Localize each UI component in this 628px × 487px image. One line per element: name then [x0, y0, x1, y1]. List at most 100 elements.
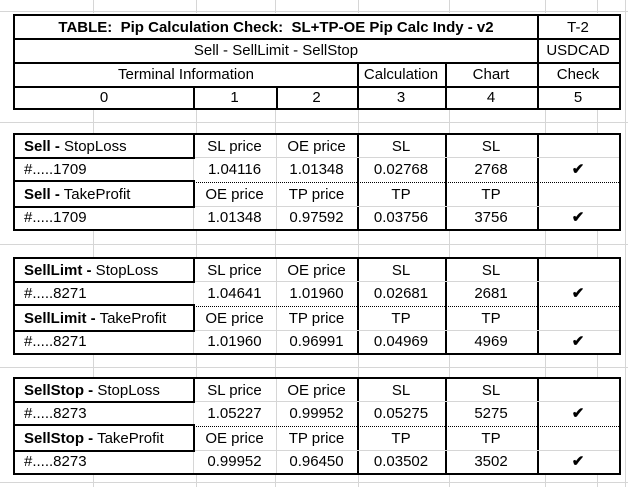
price-header-cell[interactable]: OE price	[205, 185, 264, 203]
gridline-band-bottom	[0, 475, 628, 487]
order-number-cell[interactable]: #.....8273	[24, 405, 87, 422]
calc-value-cell[interactable]: 0.03502	[373, 453, 429, 470]
price-cell[interactable]: 1.01960	[207, 333, 262, 350]
column-number-cell[interactable]: 2	[312, 88, 321, 106]
price-cell[interactable]: 1.01960	[289, 285, 344, 302]
calc-header-cell[interactable]: TP	[391, 429, 411, 447]
price-header-cell[interactable]: OE price	[287, 261, 346, 279]
order-number-cell[interactable]: #.....1709	[24, 161, 87, 178]
trade-label-cell[interactable]: Sell - TakeProfit	[24, 185, 131, 203]
trade-label-rest: TakeProfit	[95, 309, 167, 327]
price-header-cell[interactable]: TP price	[288, 309, 345, 327]
chart-header-cell[interactable]: SL	[481, 137, 501, 155]
calc-value-cell[interactable]: 0.02768	[373, 161, 429, 178]
calc-header-cell[interactable]: TP	[391, 185, 411, 203]
chart-value-cell[interactable]: 5275	[474, 405, 508, 422]
column-number-cell[interactable]: 3	[396, 88, 406, 106]
price-cell[interactable]: 1.01348	[289, 161, 344, 178]
dotted-row-divider	[193, 182, 619, 183]
price-header-cell[interactable]: SL price	[207, 137, 262, 155]
order-number-cell[interactable]: #.....8273	[24, 453, 87, 470]
order-number-cell[interactable]: #.....8271	[24, 285, 87, 302]
price-header-cell[interactable]: OE price	[287, 137, 346, 155]
check-icon[interactable]: ✔	[571, 405, 585, 422]
chart-header-cell[interactable]: TP	[481, 429, 501, 447]
chart-value-cell[interactable]: 3502	[474, 453, 508, 470]
header-row-divider	[15, 86, 619, 88]
chart-header-cell[interactable]: TP	[481, 185, 501, 203]
check-icon[interactable]: ✔	[571, 209, 585, 226]
price-cell[interactable]: 0.97592	[289, 209, 344, 226]
price-cell[interactable]: 1.04641	[207, 285, 262, 302]
check-icon[interactable]: ✔	[571, 333, 585, 350]
label-box	[15, 259, 195, 283]
column-number-cell[interactable]: 5	[573, 88, 583, 106]
calc-header-cell[interactable]: SL	[391, 137, 411, 155]
header-col-divider	[537, 16, 539, 108]
order-number-cell[interactable]: #.....8271	[24, 333, 87, 350]
calculation-header[interactable]: Calculation	[363, 65, 439, 83]
price-cell[interactable]: 0.96450	[289, 453, 344, 470]
check-icon[interactable]: ✔	[571, 161, 585, 178]
price-header-cell[interactable]: SL price	[207, 261, 262, 279]
price-header-cell[interactable]: TP price	[288, 429, 345, 447]
sell-block: Sell - StopLoss SL price OE price SL SL …	[13, 133, 621, 231]
chart-header-cell[interactable]: SL	[481, 381, 501, 399]
price-cell[interactable]: 1.05227	[207, 405, 262, 422]
gridline	[15, 330, 619, 331]
table-title[interactable]: TABLE: Pip Calculation Check: SL+TP-OE P…	[58, 18, 494, 36]
trade-label-cell[interactable]: SellLimt - StopLoss	[24, 261, 159, 279]
calc-value-cell[interactable]: 0.05275	[373, 405, 429, 422]
trade-label-cell[interactable]: Sell - StopLoss	[24, 137, 127, 155]
label-box	[15, 180, 195, 208]
header-row-divider	[15, 38, 619, 40]
column-number-cell[interactable]: 1	[230, 88, 239, 106]
price-header-cell[interactable]: TP price	[288, 185, 345, 203]
chart-value-cell[interactable]: 3756	[474, 209, 508, 226]
chart-header-cell[interactable]: SL	[481, 261, 501, 279]
gridline	[15, 157, 619, 158]
trade-label-cell[interactable]: SellStop - TakeProfit	[24, 429, 164, 447]
subtitle-cell[interactable]: Sell - SellLimit - SellStop	[193, 41, 359, 59]
column-number-cell[interactable]: 4	[486, 88, 496, 106]
calc-header-cell[interactable]: TP	[391, 309, 411, 327]
calc-header-cell[interactable]: SL	[391, 261, 411, 279]
price-cell[interactable]: 1.04116	[207, 161, 262, 178]
table-header: TABLE: Pip Calculation Check: SL+TP-OE P…	[13, 14, 621, 110]
chart-value-cell[interactable]: 4969	[474, 333, 508, 350]
price-cell[interactable]: 0.96991	[289, 333, 344, 350]
chart-value-cell[interactable]: 2768	[474, 161, 508, 178]
chart-header[interactable]: Chart	[472, 65, 510, 83]
chart-value-cell[interactable]: 2681	[474, 285, 508, 302]
trade-label-cell[interactable]: SellStop - StopLoss	[24, 381, 160, 399]
calc-value-cell[interactable]: 0.02681	[373, 285, 429, 302]
gridline	[625, 0, 626, 487]
calc-value-cell[interactable]: 0.03756	[373, 209, 429, 226]
terminal-information-header[interactable]: Terminal Information	[118, 65, 254, 83]
order-number-cell[interactable]: #.....1709	[24, 209, 87, 226]
header-col-divider	[276, 86, 278, 108]
price-cell[interactable]: 1.01348	[207, 209, 262, 226]
price-header-cell[interactable]: SL price	[207, 381, 262, 399]
check-icon[interactable]: ✔	[571, 453, 585, 470]
calc-value-cell[interactable]: 0.04969	[373, 333, 429, 350]
gridline	[15, 401, 619, 402]
chart-header-cell[interactable]: TP	[481, 309, 501, 327]
gridline-band-gap1	[0, 110, 628, 133]
calc-header-cell[interactable]: SL	[391, 381, 411, 399]
price-cell[interactable]: 0.99952	[207, 453, 262, 470]
trade-label-rest: StopLoss	[93, 381, 160, 399]
price-header-cell[interactable]: OE price	[205, 429, 264, 447]
price-header-cell[interactable]: OE price	[205, 309, 264, 327]
price-header-cell[interactable]: OE price	[287, 381, 346, 399]
trade-label-cell[interactable]: SellLimit - TakeProfit	[24, 309, 167, 327]
check-icon[interactable]: ✔	[571, 285, 585, 302]
table-tag-cell[interactable]: T-2	[567, 18, 589, 36]
header-col-divider	[445, 62, 447, 108]
header-col-divider	[357, 62, 359, 108]
price-cell[interactable]: 0.99952	[289, 405, 344, 422]
symbol-cell[interactable]: USDCAD	[546, 41, 610, 59]
column-number-cell[interactable]: 0	[99, 88, 109, 106]
check-header[interactable]: Check	[556, 65, 600, 83]
